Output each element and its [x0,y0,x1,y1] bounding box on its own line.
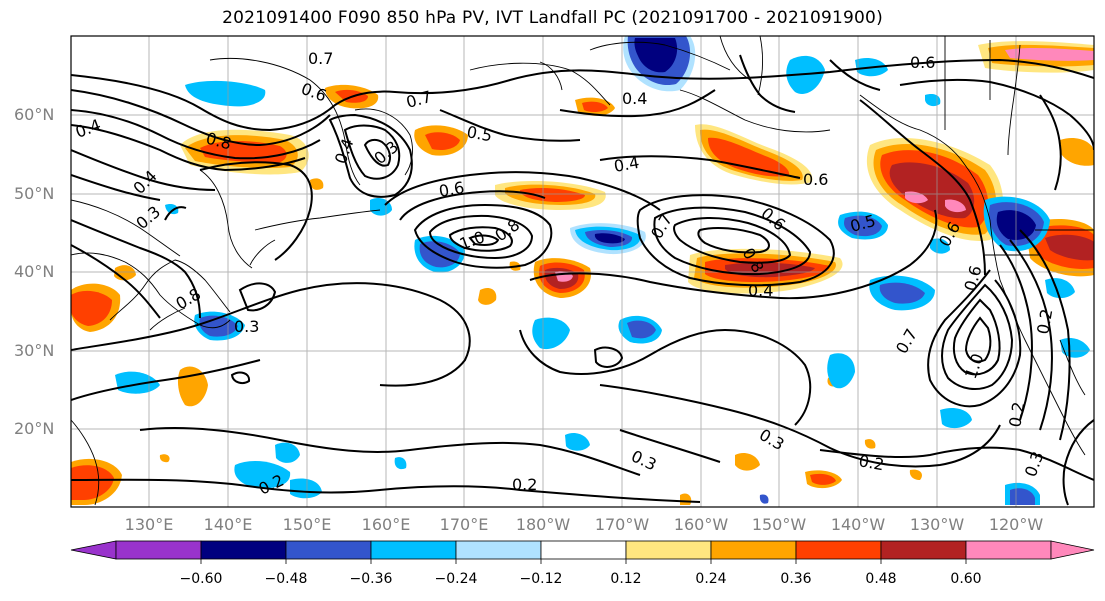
contour-label: 0.2 [1005,400,1028,428]
contour-label: 0.5 [465,122,493,145]
lon-label: 140°W [830,515,886,534]
lon-label: 160°E [361,515,411,534]
plot-border [70,35,1095,508]
contour-label: 0.4 [622,89,647,108]
lon-label: 170°W [594,515,650,534]
negative-anomalies [115,36,1090,505]
contour-label: 0.7 [308,49,333,68]
lon-label: 180°W [515,515,571,534]
contour-label: 0.7 [892,325,921,357]
lon-label: 130°W [909,515,965,534]
colorbar-extend-max [1050,540,1095,560]
colorbar [70,540,1095,564]
lat-label: 40°N [14,262,55,281]
contour-label: 0.4 [331,136,358,166]
contour-label: 0.3 [132,202,164,233]
contours [71,54,1094,506]
contour-label: 0.3 [234,317,259,336]
contour-label: 0.7 [404,87,434,112]
colorbar-tick-label: 0.36 [780,571,812,587]
contour-label: 0.3 [1021,449,1048,479]
map-title: 2021091400 F090 850 hPa PV, IVT Landfall… [222,8,883,28]
lon-label: 160°W [673,515,729,534]
contour-label: 0.7 [647,210,676,242]
contour-label: 0.8 [491,215,523,245]
contour-label: 0.6 [803,170,828,189]
contour-label: 0.3 [628,446,659,474]
lon-label: 140°E [203,515,253,534]
lon-label: 170°E [439,515,489,534]
coastlines [71,36,1094,506]
contour-label: 0.4 [748,281,773,300]
contour-label: 0.6 [757,204,789,235]
colorbar-tick-label: 0.60 [950,571,982,587]
colorbar-extend-min [70,540,117,560]
lat-label: 50°N [14,184,55,203]
lon-label: 120°W [988,515,1044,534]
lon-label: 150°W [751,515,807,534]
contour-label: 0.6 [910,53,935,72]
colorbar-tick-label: −0.36 [349,571,393,587]
colorbar-tick-label: −0.24 [434,571,478,587]
contour-label: 0.4 [129,166,160,197]
lon-label: 130°E [124,515,174,534]
contour-label: 0.3 [370,137,402,168]
colorbar-tick-label: 0.24 [695,571,727,587]
contour-label: 0.6 [437,178,465,201]
lat-label: 60°N [14,105,55,124]
contour-label: 1.0 [961,351,988,381]
lat-label: 20°N [14,419,55,438]
colorbar-tick-label: −0.12 [519,571,563,587]
contour-label: 0.4 [612,153,640,176]
lon-label: 150°E [282,515,332,534]
contour-label: 0.2 [512,475,537,494]
colorbar-tick-label: −0.48 [264,571,308,587]
colorbar-tick-label: −0.60 [179,571,223,587]
lat-label: 30°N [14,341,55,360]
contour-label: 0.4 [73,115,103,142]
shaded-field [71,36,1094,505]
colorbar-tick-label: 0.48 [865,571,897,587]
contour-label: 0.2 [857,451,885,474]
colorbar-tick-label: 0.12 [610,571,642,587]
contour-label: 0.2 [1033,307,1056,335]
contour-label: 0.6 [299,79,329,106]
